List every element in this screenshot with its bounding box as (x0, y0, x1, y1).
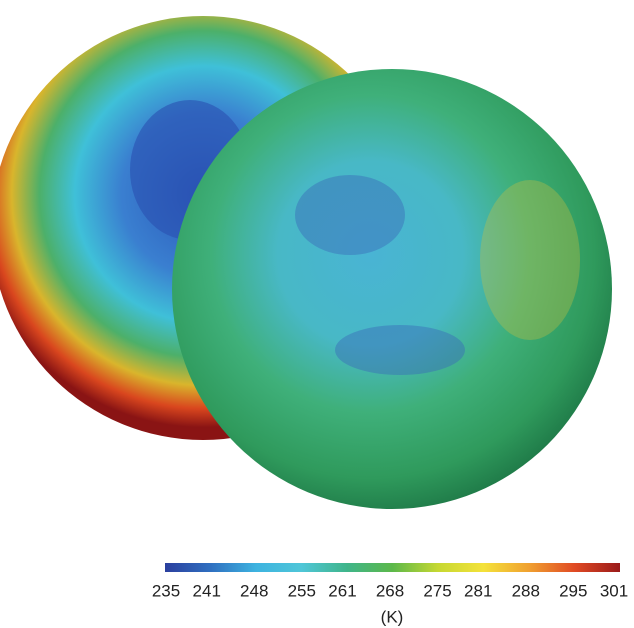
right-globe-patch (295, 175, 405, 255)
colorbar-tick-label: 275 (423, 581, 451, 600)
colorbar-tick-label: 288 (512, 581, 540, 600)
colorbar-tick-label: 261 (328, 581, 356, 600)
colorbar-tick-label: 248 (240, 581, 268, 600)
colorbar-tick-label: 295 (559, 581, 587, 600)
colorbar-tick-label: 255 (288, 581, 316, 600)
colorbar-label: (K) (381, 607, 404, 626)
colorbar-tick-label: 241 (193, 581, 221, 600)
colorbar-ticks: 235 241 248 255 261 268 275 281 288 295 301 (152, 581, 628, 600)
right-globe-patch (480, 180, 580, 340)
right-globe-patch (335, 325, 465, 375)
figure: (K) 235 241 248 255 261 268 275 281 288 295 301 (0, 0, 634, 628)
colorbar-tick-label: 301 (600, 581, 628, 600)
colorbar-tick-label: 235 (152, 581, 180, 600)
colorbar-tick-label: 268 (376, 581, 404, 600)
colorbar-tick-label: 281 (464, 581, 492, 600)
colorbar (165, 563, 620, 572)
